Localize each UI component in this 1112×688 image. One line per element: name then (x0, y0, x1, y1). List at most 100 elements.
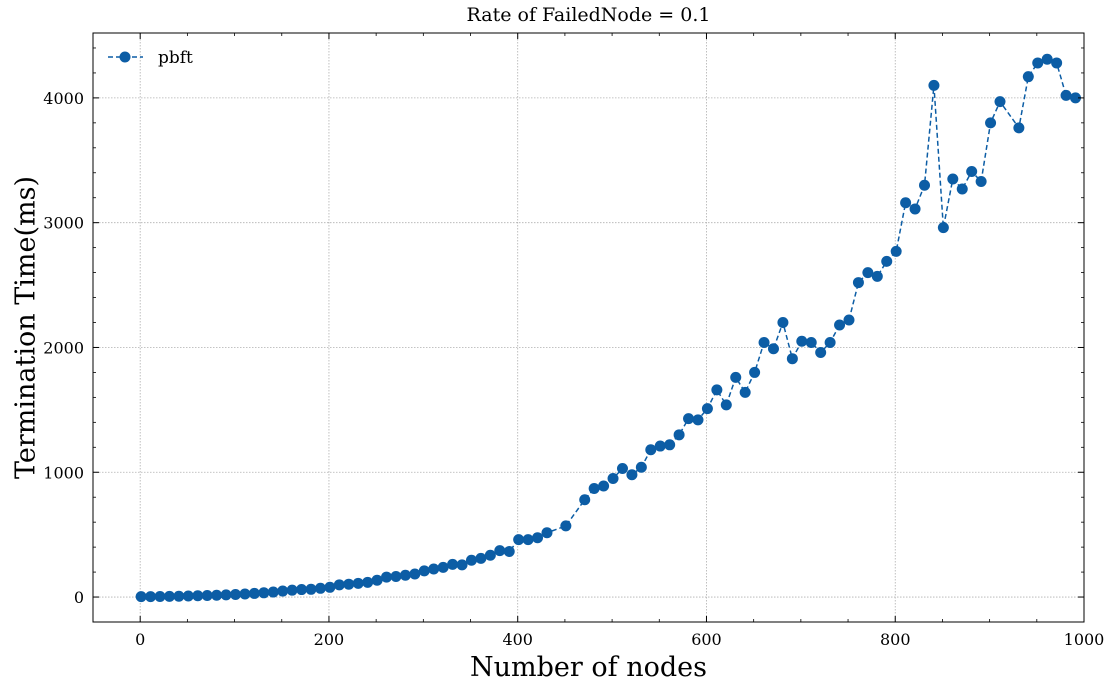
data-point (994, 96, 1006, 108)
data-point (475, 552, 487, 564)
data-point (786, 353, 798, 365)
data-point (975, 175, 987, 187)
data-point (513, 534, 525, 546)
data-point (909, 203, 921, 215)
data-point (399, 569, 411, 581)
data-point (947, 173, 959, 185)
x-tick-label: 400 (502, 630, 533, 649)
data-point (739, 386, 751, 398)
series-line-pbft (141, 58, 1076, 598)
data-point (928, 79, 940, 91)
data-point (815, 346, 827, 358)
legend-label-pbft: pbft (158, 48, 193, 68)
data-point (258, 587, 270, 599)
y-axis-label: Termination Time(ms) (11, 176, 42, 479)
legend: pbft (108, 48, 193, 68)
data-point (635, 461, 647, 473)
data-point (862, 267, 874, 279)
data-point (730, 371, 742, 383)
data-point (314, 582, 326, 594)
data-point (248, 587, 260, 599)
data-point (1070, 92, 1082, 104)
data-point (918, 179, 930, 191)
data-point (852, 277, 864, 289)
y-tick-label: 3000 (43, 214, 84, 233)
data-point (286, 584, 298, 596)
data-point (692, 414, 704, 426)
data-point (409, 568, 421, 580)
data-point (616, 463, 628, 475)
chart-title: Rate of FailedNode = 0.1 (467, 4, 711, 26)
data-point (220, 589, 232, 601)
data-point (664, 439, 676, 451)
data-point (541, 527, 553, 539)
data-point (645, 444, 657, 456)
data-point (579, 494, 591, 506)
data-point (296, 584, 308, 596)
data-point (182, 590, 194, 602)
x-tick-label: 600 (691, 630, 722, 649)
y-tick-label: 4000 (43, 89, 84, 108)
data-point (324, 581, 336, 593)
data-point (985, 117, 997, 129)
data-point (390, 570, 402, 582)
data-point (362, 576, 374, 588)
x-axis-label: Number of nodes (470, 652, 707, 683)
grid-lines (93, 33, 1085, 622)
data-point (1060, 89, 1072, 101)
data-point (588, 482, 600, 494)
x-tick-label: 0 (135, 630, 145, 649)
legend-marker (119, 51, 131, 63)
data-point (711, 384, 723, 396)
x-tick-label: 1000 (1064, 630, 1105, 649)
data-point (173, 590, 185, 602)
data-point (333, 579, 345, 591)
series-layer (135, 53, 1082, 603)
data-point (305, 583, 317, 595)
data-point (230, 589, 242, 601)
data-point (758, 336, 770, 348)
data-point (777, 317, 789, 329)
data-point (484, 549, 496, 561)
data-point (900, 197, 912, 209)
data-point (154, 591, 166, 603)
data-point (163, 590, 175, 602)
data-point (418, 565, 430, 577)
data-point (796, 335, 808, 347)
data-point (447, 558, 459, 570)
x-tick-label: 800 (880, 630, 911, 649)
data-point (503, 545, 515, 557)
data-point (834, 319, 846, 331)
data-point (532, 532, 544, 544)
y-tick-label: 0 (74, 588, 84, 607)
data-point (1032, 57, 1044, 69)
data-point (720, 399, 732, 411)
axis-ticks: 0 200 400 600 800 1000 0 1000 2000 3000 4000 (43, 33, 1104, 649)
data-point (956, 183, 968, 195)
data-point (465, 554, 477, 566)
data-point (805, 336, 817, 348)
data-point (673, 429, 685, 441)
data-point (966, 166, 978, 178)
data-point (522, 534, 534, 546)
data-point (654, 440, 666, 452)
data-point (607, 472, 619, 484)
data-point (343, 578, 355, 590)
data-point (494, 545, 506, 557)
data-point (626, 469, 638, 481)
data-point (1041, 53, 1053, 65)
data-point (267, 586, 279, 598)
data-point (201, 590, 213, 602)
data-point (937, 222, 949, 234)
plot-frame (92, 32, 1085, 623)
data-point (683, 413, 695, 425)
data-point (890, 245, 902, 257)
data-point (428, 563, 440, 575)
data-point (881, 255, 893, 267)
data-point (701, 403, 713, 415)
data-point (1013, 122, 1025, 134)
data-point (843, 314, 855, 326)
data-point (239, 588, 251, 600)
y-tick-label: 2000 (43, 338, 84, 357)
